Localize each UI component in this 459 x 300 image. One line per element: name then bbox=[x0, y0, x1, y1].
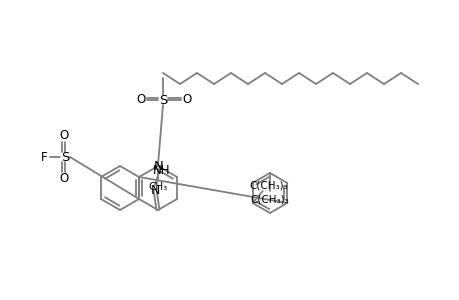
Text: O: O bbox=[59, 128, 68, 142]
Text: O: O bbox=[136, 92, 146, 106]
Text: C(CH₃)₃: C(CH₃)₃ bbox=[249, 180, 287, 190]
Text: F: F bbox=[40, 151, 47, 164]
Text: C(CH₃)₃: C(CH₃)₃ bbox=[250, 194, 289, 204]
Text: CH₃: CH₃ bbox=[148, 182, 167, 192]
Text: N: N bbox=[150, 184, 159, 196]
Text: NH: NH bbox=[153, 164, 170, 176]
Text: S: S bbox=[61, 151, 69, 164]
Text: O: O bbox=[182, 92, 191, 106]
Text: S: S bbox=[158, 94, 167, 106]
Text: N: N bbox=[154, 160, 163, 172]
Text: O: O bbox=[59, 172, 68, 185]
